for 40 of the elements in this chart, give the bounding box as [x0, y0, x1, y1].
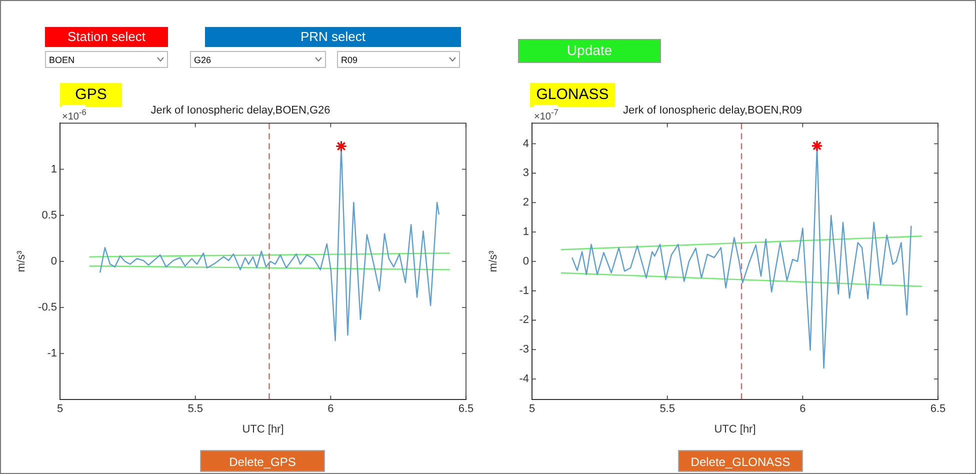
chart-title: Jerk of Ionospheric delay,BOEN,G26: [150, 104, 330, 117]
y-tick-label: -1: [519, 284, 529, 297]
x-axis-title: UTC [hr]: [242, 423, 284, 436]
x-tick-label: 6: [328, 403, 334, 416]
text: ×10$^{-6}$: [62, 105, 86, 122]
y-axis-title: m/s³: [488, 250, 500, 272]
y-tick-label: 0: [50, 255, 57, 268]
y-tick-label: -0.5: [38, 302, 57, 314]
x-tick-label: 6.5: [458, 403, 474, 416]
text: ×10$^{-7}$: [534, 105, 558, 122]
y-tick-label: 1: [50, 163, 57, 176]
x-tick-label: 6.5: [930, 403, 946, 416]
dropdown-field: BOEN: [45, 51, 168, 68]
chart-title: Jerk of Ionospheric delay,BOEN,R09: [623, 104, 802, 117]
header-label: Station select: [45, 27, 168, 47]
dropdown-field: G26: [190, 51, 326, 68]
x-tick-label: 5: [528, 403, 536, 416]
y-tick-label: 3: [522, 167, 529, 180]
y-tick-label: 1: [522, 226, 529, 238]
button: Delete_GPS: [200, 450, 325, 472]
y-tick-label: -4: [519, 373, 529, 386]
y-tick-label: 2: [522, 196, 529, 209]
y-tick-label: -3: [519, 344, 529, 356]
y-axis-title: m/s³: [16, 250, 28, 272]
y-tick-label: 4: [522, 138, 529, 150]
y-tick-label: -1: [47, 348, 57, 360]
x-tick-label: 5.5: [188, 403, 203, 416]
button: Delete_GLONASS: [678, 450, 803, 472]
x-tick-label: 5: [56, 403, 64, 416]
y-tick-label: 0.5: [42, 209, 57, 222]
x-tick-label: 6: [800, 403, 806, 416]
button: Update: [518, 39, 661, 63]
y-tick-label: 0: [522, 255, 529, 268]
dropdown-field: R09: [337, 51, 460, 68]
x-axis-title: UTC [hr]: [714, 423, 756, 436]
y-tick-label: -2: [519, 314, 529, 326]
label-box: GLONASS: [530, 83, 615, 107]
x-tick-label: 5.5: [660, 403, 675, 416]
header-label: PRN select: [205, 27, 461, 47]
label-box: GPS: [60, 83, 122, 107]
